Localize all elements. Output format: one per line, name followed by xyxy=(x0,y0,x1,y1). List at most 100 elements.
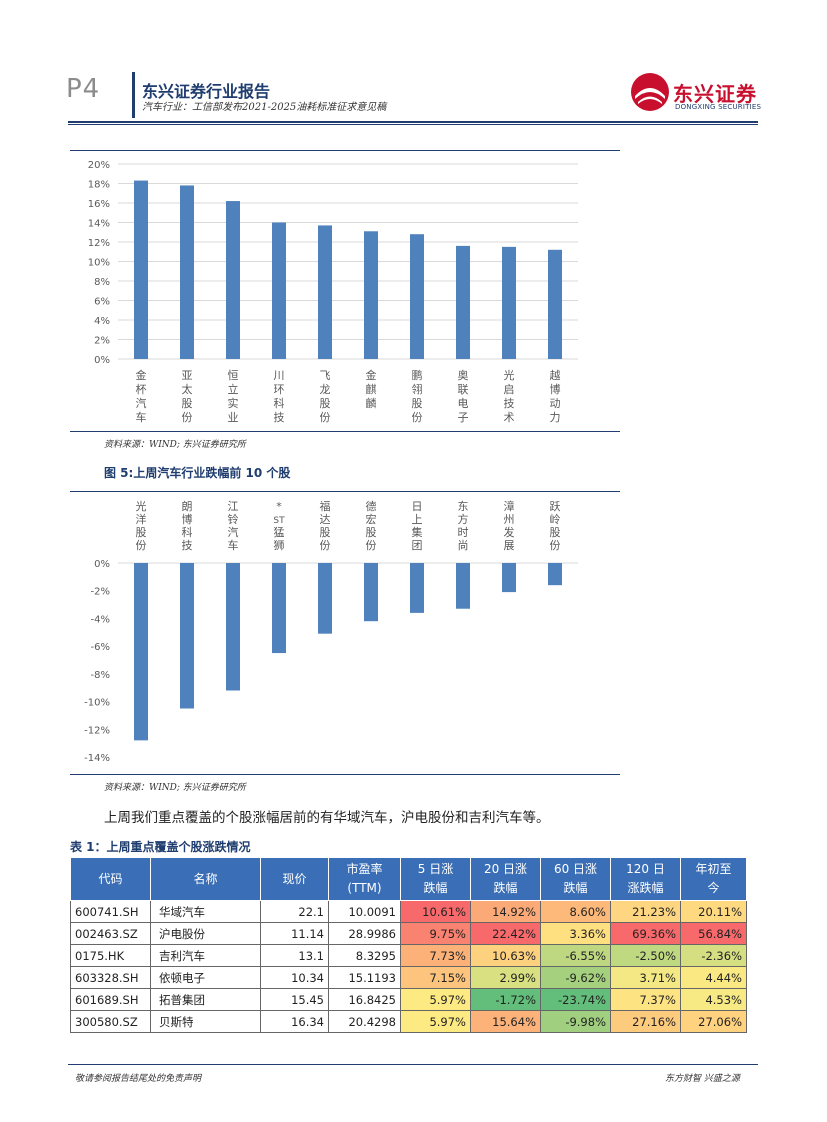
x-tick-label: 汽 xyxy=(228,525,239,539)
table-row: 300580.SZ 贝斯特 16.34 20.4298 5.97% 15.64% -9.98… xyxy=(70,1010,747,1033)
x-tick-label: 越 xyxy=(550,368,561,382)
x-tick-label: 福 xyxy=(320,499,331,513)
table-cell: -1.72% xyxy=(470,988,541,1011)
x-tick-label: 份 xyxy=(320,539,331,552)
x-tick-label: 车 xyxy=(136,410,147,424)
table-cell: 56.84% xyxy=(680,922,747,945)
bar xyxy=(364,231,378,359)
y-tick-label: 4% xyxy=(94,316,110,327)
x-tick-label: 东 xyxy=(458,500,469,513)
header-line: 5 日涨 xyxy=(417,862,454,876)
bar xyxy=(548,563,562,586)
y-tick-label: 10% xyxy=(88,258,110,269)
bar xyxy=(134,563,148,741)
report-title: 东兴证券行业报告 xyxy=(142,82,271,101)
table-row: 600741.SH 华域汽车 22.1 10.0091 10.61% 14.92% 8.60… xyxy=(70,900,747,923)
table-cell: -23.74% xyxy=(540,988,611,1011)
x-tick-label: 达 xyxy=(320,513,331,526)
table-cell: 沪电股份 xyxy=(150,922,261,945)
stock-table-wrapper: 代码 名称 现价 市盈率 (TTM) 5 日涨 跌幅 20 日涨 跌幅 60 日涨 跌幅 120 日涨… xyxy=(70,857,747,1033)
y-tick-label: 18% xyxy=(88,180,110,191)
table-cell: 69.36% xyxy=(610,922,681,945)
report-subtitle: 汽车行业：工信部发布2021-2025油耗标准征求意见稿 xyxy=(142,102,387,113)
y-tick-label: -14% xyxy=(84,753,110,764)
table-cell: 22.42% xyxy=(470,922,541,945)
x-tick-label: 股 xyxy=(366,526,377,539)
table-cell: 15.45 xyxy=(260,988,329,1011)
table-cell: 002463.SZ xyxy=(70,922,151,945)
company-logo-icon xyxy=(630,72,670,112)
y-tick-label: -4% xyxy=(91,614,110,625)
header-line: 现价 xyxy=(282,871,307,886)
x-tick-label: 立 xyxy=(228,382,239,396)
table-cell: -9.98% xyxy=(540,1010,611,1033)
x-tick-label: 尚 xyxy=(458,538,469,552)
x-tick-label: 太 xyxy=(182,383,193,396)
x-tick-label: 份 xyxy=(320,411,331,424)
top-gainers-chart-box: 0% 2% 4% 6% 8% 10% 12% 14% 16% 18% 20% 金杯汽车 亚太股份 恒立实业… xyxy=(70,150,620,432)
summary-paragraph: 上周我们重点覆盖的个股涨幅居前的有华域汽车，沪电股份和吉利汽车等。 xyxy=(104,810,550,826)
table-cell: 8.3295 xyxy=(328,944,401,967)
x-tick-label: 份 xyxy=(550,539,561,552)
x-tick-label: 跃 xyxy=(550,499,561,513)
x-tick-label: 光 xyxy=(504,368,515,382)
bar xyxy=(502,246,516,359)
y-tick-label: 0% xyxy=(94,355,110,366)
header-line: 代码 xyxy=(98,871,123,886)
x-tick-label: 车 xyxy=(228,538,239,552)
x-tick-label: 恒 xyxy=(228,369,239,382)
x-tick-label: 猛 xyxy=(274,526,285,539)
table-cell: 13.1 xyxy=(260,944,329,967)
x-tick-label: 业 xyxy=(228,411,239,424)
x-tick-label: 宏 xyxy=(366,512,377,526)
y-tick-label: -10% xyxy=(84,698,110,709)
x-tick-label: 股 xyxy=(182,397,193,410)
bar xyxy=(134,180,148,359)
x-tick-label: 股 xyxy=(320,397,331,410)
figure5-source: 资料来源：WIND; 东兴证券研究所 xyxy=(104,783,246,793)
y-tick-label: -12% xyxy=(84,725,110,736)
x-tick-label: 股 xyxy=(412,397,423,410)
bar xyxy=(226,563,240,691)
x-tick-label: 时 xyxy=(458,526,469,539)
header-line: 跌幅 xyxy=(423,881,448,895)
table-cell: 15.1193 xyxy=(328,966,401,989)
table-cell: 601689.SH xyxy=(70,988,151,1011)
table-row: 002463.SZ 沪电股份 11.14 28.9986 9.75% 22.42% 3.36… xyxy=(70,922,747,945)
x-tick-label: 奥 xyxy=(458,368,469,382)
table-header-cell: 年初至今 xyxy=(680,857,747,901)
table-cell: 10.0091 xyxy=(328,900,401,923)
table-cell: 5.97% xyxy=(400,1010,471,1033)
table-cell: 2.99% xyxy=(470,966,541,989)
y-tick-label: 16% xyxy=(88,199,110,210)
table-cell: 贝斯特 xyxy=(150,1010,261,1033)
table-header-cell: 5 日涨跌幅 xyxy=(400,857,471,901)
table-header-cell: 代码 xyxy=(70,857,151,901)
table-cell: -6.55% xyxy=(540,944,611,967)
x-tick-label: 科 xyxy=(182,525,193,539)
x-tick-label: 技 xyxy=(504,397,515,410)
x-tick-label: 金 xyxy=(136,368,147,382)
x-tick-label: 光 xyxy=(136,499,147,513)
table-cell: 7.37% xyxy=(610,988,681,1011)
x-tick-label: 实 xyxy=(228,396,239,410)
header-line: (TTM) xyxy=(347,881,382,895)
bar xyxy=(180,563,194,709)
table-cell: 4.53% xyxy=(680,988,747,1011)
table-header-cell: 120 日涨跌幅 xyxy=(610,857,681,901)
x-tick-label: * xyxy=(276,500,282,513)
table-cell: 600741.SH xyxy=(70,900,151,923)
bar xyxy=(318,563,332,634)
table-cell: 3.71% xyxy=(610,966,681,989)
x-tick-label: 德 xyxy=(366,499,377,513)
table-cell: 16.8425 xyxy=(328,988,401,1011)
header-rule-thin xyxy=(68,124,758,125)
x-tick-label: 麒 xyxy=(366,382,377,396)
table-cell: 300580.SZ xyxy=(70,1010,151,1033)
x-tick-label: 日 xyxy=(412,500,423,513)
x-tick-label: 术 xyxy=(504,411,515,424)
x-tick-label: ST xyxy=(273,516,285,526)
x-tick-label: 方 xyxy=(458,512,469,526)
logo-subtext: DONGXING SECURITIES xyxy=(675,103,762,111)
table-cell: 依顿电子 xyxy=(150,966,261,989)
